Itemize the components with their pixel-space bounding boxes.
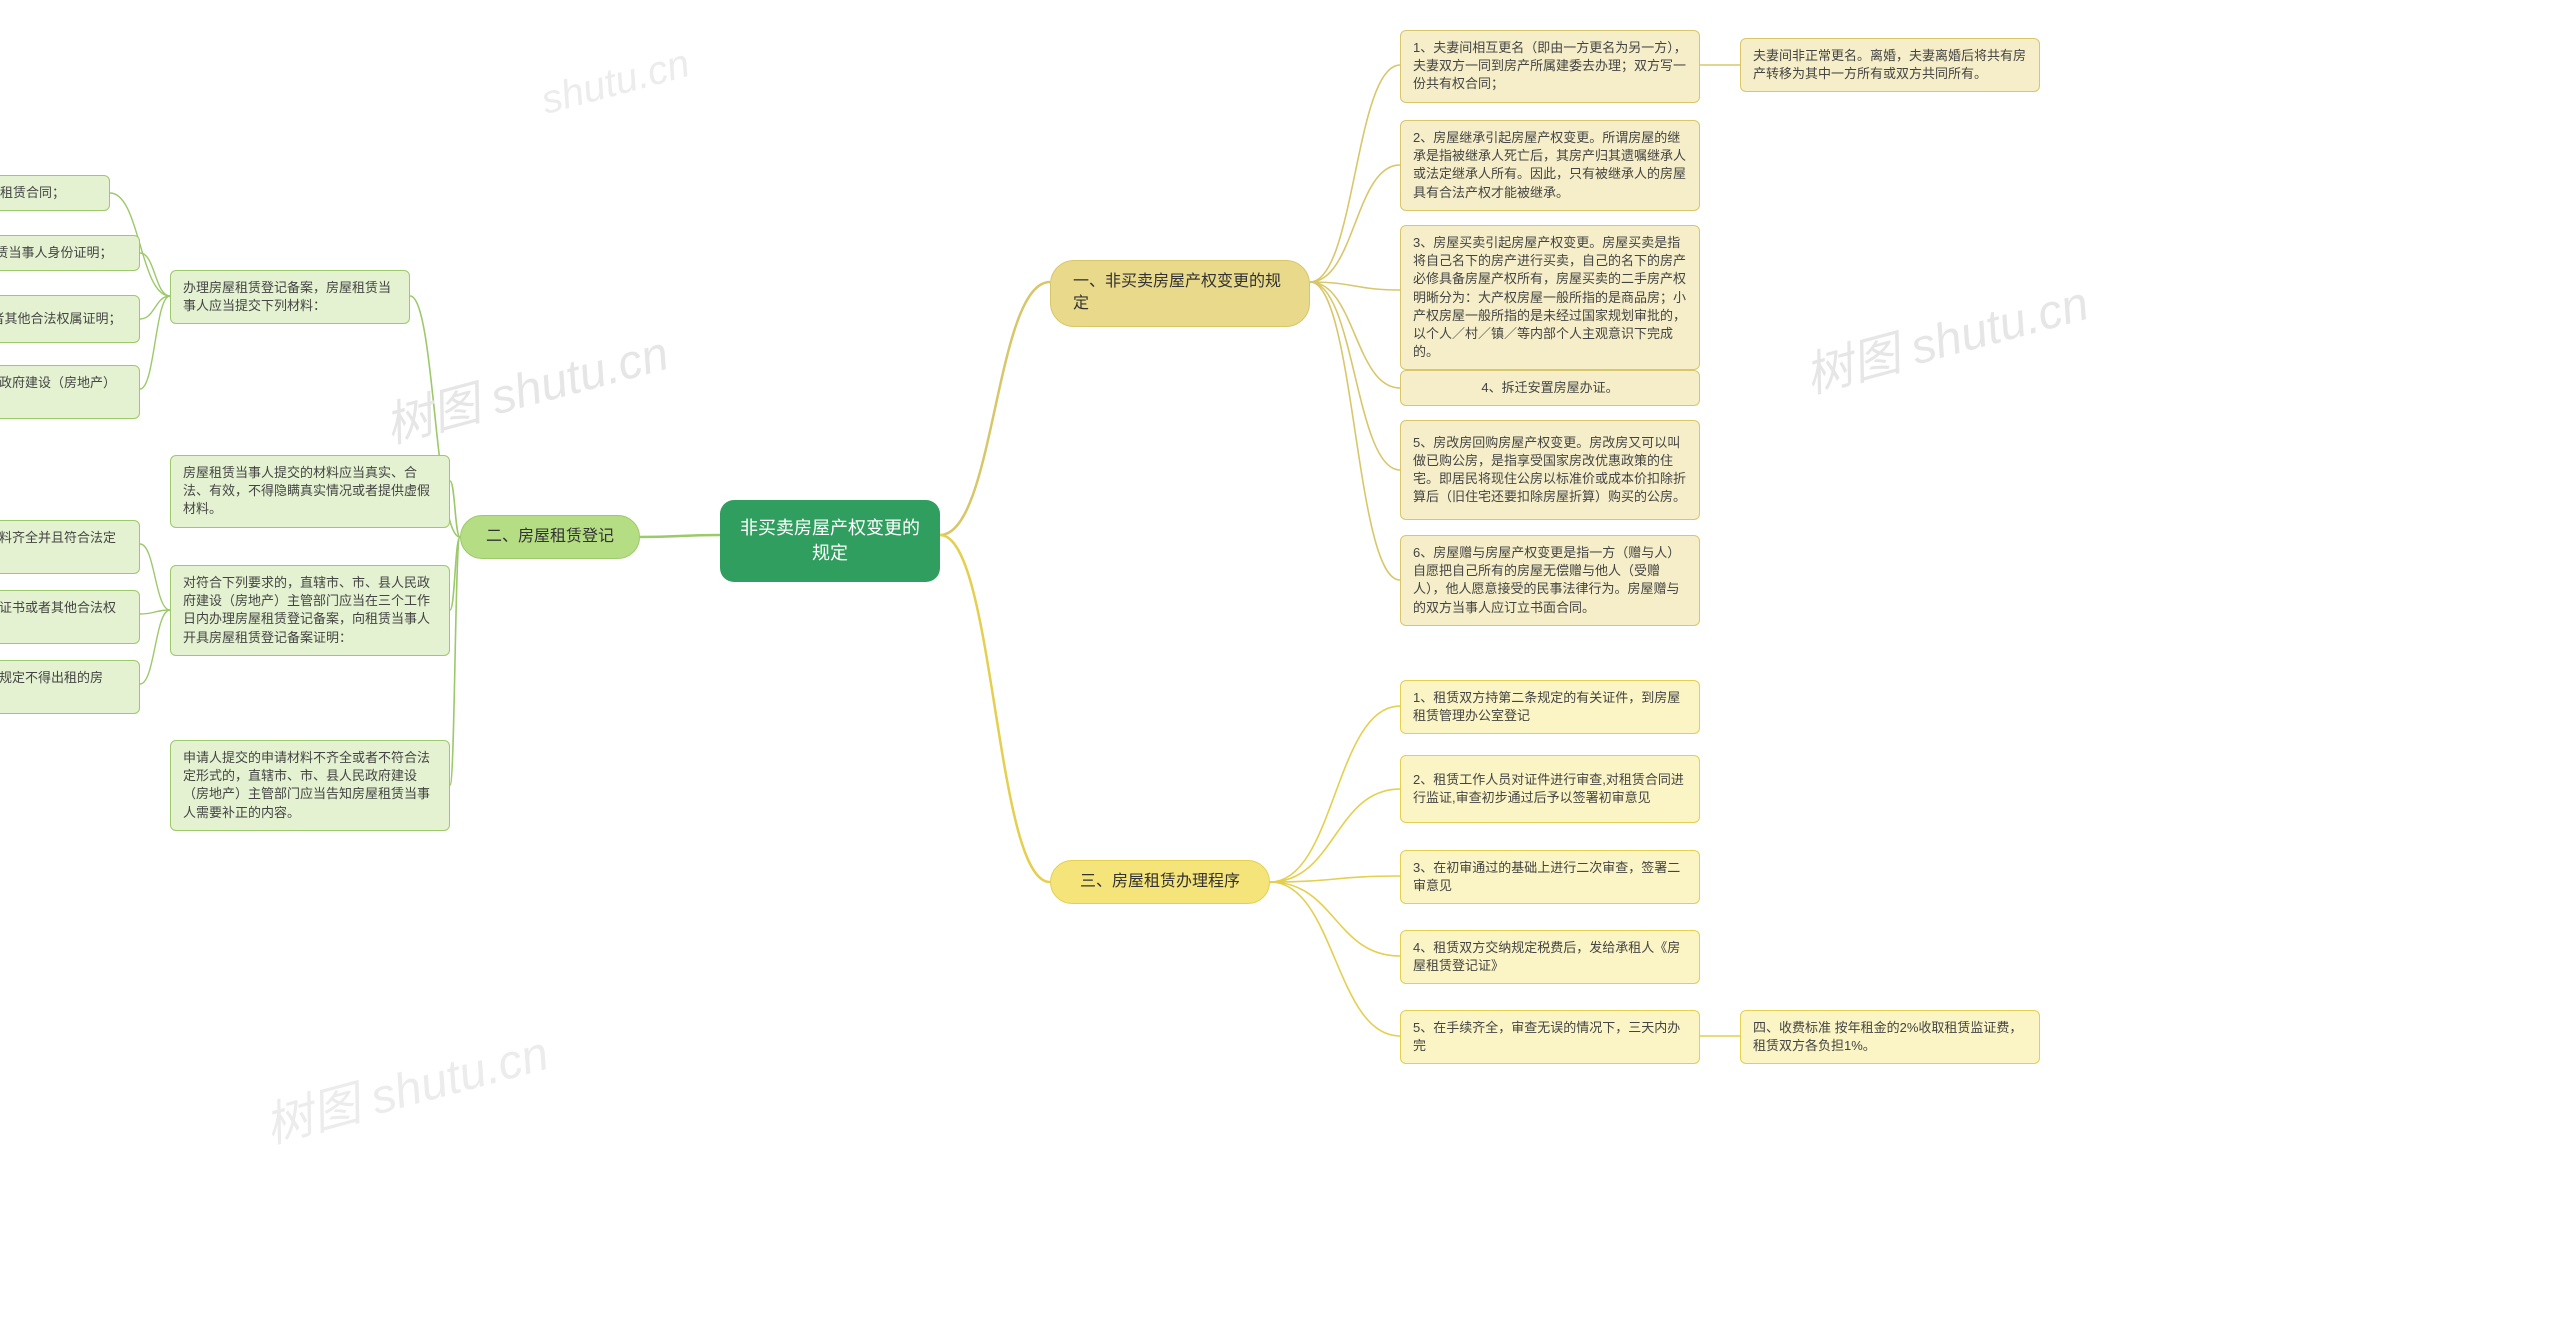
leaf-b2-0-3: （四）直辖市、市、县人民政府建设（房地产）主管部门规定的其他材料。: [0, 365, 140, 419]
connector-layer: [0, 0, 2560, 1340]
leaf-b2-0-1: （二）房屋租赁当事人身份证明；: [0, 235, 140, 271]
watermark-1: shutu.cn: [537, 41, 695, 124]
leaf-b1-0: 1、夫妻间相互更名（即由一方更名为另一方），夫妻双方一同到房产所属建委去办理；双…: [1400, 30, 1700, 103]
leaf-b3-4-0: 四、收费标准 按年租金的2%收取租赁监证费，租赁双方各负担1%。: [1740, 1010, 2040, 1064]
leaf-b2-2-1: （二）出租人与房屋所有权证书或者其他合法权属证明记载的主体一致；: [0, 590, 140, 644]
leaf-b3-1: 2、租赁工作人员对证件进行审查,对租赁合同进行监证,审查初步通过后予以签署初审意…: [1400, 755, 1700, 823]
leaf-b1-2: 3、房屋买卖引起房屋产权变更。房屋买卖是指将自己名下的房产进行买卖，自己的名下的…: [1400, 225, 1700, 370]
leaf-b2-1: 房屋租赁当事人提交的材料应当真实、合法、有效，不得隐瞒真实情况或者提供虚假材料。: [170, 455, 450, 528]
watermark-2: 树图 shutu.cn: [1796, 264, 2095, 407]
center-node: 非买卖房屋产权变更的规定: [720, 500, 940, 582]
leaf-b1-0-0: 夫妻间非正常更名。离婚，夫妻离婚后将共有房产转移为其中一方所有或双方共同所有。: [1740, 38, 2040, 92]
watermark-0: 树图 shutu.cn: [376, 314, 675, 457]
leaf-b1-4: 5、房改房回购房屋产权变更。房改房又可以叫做已购公房，是指享受国家房改优惠政策的…: [1400, 420, 1700, 520]
leaf-b3-3: 4、租赁双方交纳规定税费后，发给承租人《房屋租赁登记证》: [1400, 930, 1700, 984]
leaf-b1-1: 2、房屋继承引起房屋产权变更。所谓房屋的继承是指被继承人死亡后，其房产归其遗嘱继…: [1400, 120, 1700, 211]
leaf-b2-0: 办理房屋租赁登记备案，房屋租赁当事人应当提交下列材料：: [170, 270, 410, 324]
leaf-b3-2: 3、在初审通过的基础上进行二次审查，签署二审意见: [1400, 850, 1700, 904]
leaf-b3-4: 5、在手续齐全，审查无误的情况下，三天内办完: [1400, 1010, 1700, 1064]
branch-b1: 一、非买卖房屋产权变更的规定: [1050, 260, 1310, 327]
leaf-b2-2: 对符合下列要求的，直辖市、市、县人民政府建设（房地产）主管部门应当在三个工作日内…: [170, 565, 450, 656]
leaf-b1-5: 6、房屋赠与房屋产权变更是指一方（赠与人）自愿把自己所有的房屋无偿赠与他人（受赠…: [1400, 535, 1700, 626]
branch-b3: 三、房屋租赁办理程序: [1050, 860, 1270, 904]
leaf-b2-0-2: （三）房屋所有权证书或者其他合法权属证明；: [0, 295, 140, 343]
watermark-3: 树图 shutu.cn: [256, 1014, 555, 1157]
leaf-b2-0-0: （一）房屋租赁合同；: [0, 175, 110, 211]
branch-b2: 二、房屋租赁登记: [460, 515, 640, 559]
leaf-b2-2-2: （三）不属于本办法第六条规定不得出租的房屋。: [0, 660, 140, 714]
leaf-b3-0: 1、租赁双方持第二条规定的有关证件，到房屋租赁管理办公室登记: [1400, 680, 1700, 734]
leaf-b1-3: 4、拆迁安置房屋办证。: [1400, 370, 1700, 406]
leaf-b2-2-0: （一）申请人提交的申请材料齐全并且符合法定形式；: [0, 520, 140, 574]
leaf-b2-3: 申请人提交的申请材料不齐全或者不符合法定形式的，直辖市、市、县人民政府建设（房地…: [170, 740, 450, 831]
